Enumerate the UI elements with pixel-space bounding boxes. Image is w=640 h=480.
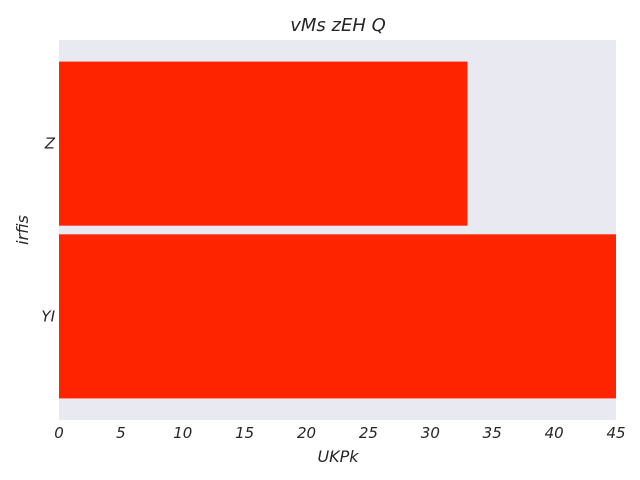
y-tick-labels: YI Z <box>41 135 55 326</box>
x-tick-label: 30 <box>421 424 440 442</box>
x-tick-label: 35 <box>483 424 502 442</box>
y-tick-label: YI <box>41 307 55 325</box>
x-tick-label: 5 <box>116 424 126 442</box>
x-tick-label: 15 <box>235 424 254 442</box>
x-tick-label: 10 <box>173 424 192 442</box>
bar-z <box>59 61 468 226</box>
y-tick-label: Z <box>44 135 56 153</box>
x-tick-label: 20 <box>297 424 316 442</box>
x-axis-label: UKPk <box>317 447 359 466</box>
y-axis-label: irfis <box>13 215 32 245</box>
x-tick-label: 45 <box>606 424 625 442</box>
bar-yi <box>59 234 616 399</box>
bars-group <box>59 61 616 399</box>
x-tick-label: 25 <box>359 424 378 442</box>
x-tick-label: 0 <box>54 424 64 442</box>
x-tick-labels: 0 5 10 15 20 25 30 35 40 45 <box>54 424 625 442</box>
chart-title: vMs zEH Q <box>290 15 386 36</box>
x-tick-label: 40 <box>545 424 564 442</box>
